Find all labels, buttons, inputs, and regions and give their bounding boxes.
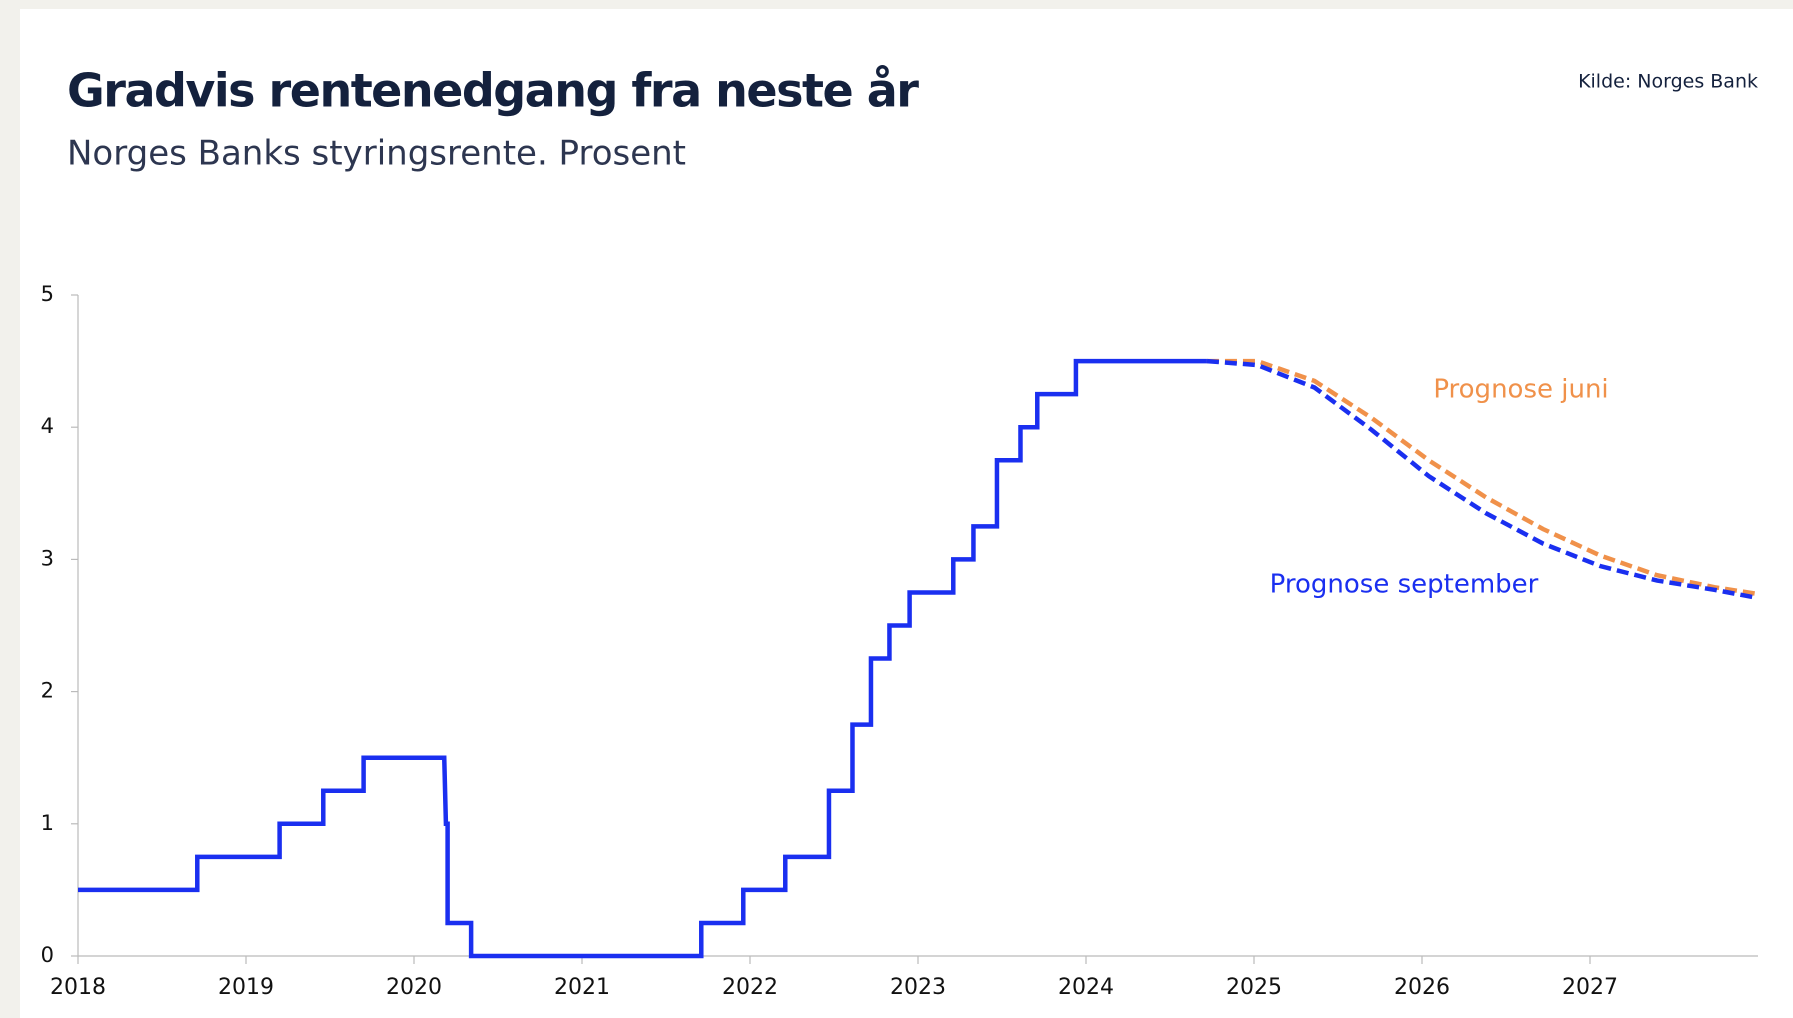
x-tick-label: 2021 [554, 975, 610, 1000]
x-tick-label: 2025 [1226, 975, 1282, 1000]
card [20, 9, 1793, 1018]
series-line [1206, 358, 1757, 600]
series-line [78, 358, 1207, 959]
chart-subtitle: Norges Banks styringsrente. Prosent [67, 134, 686, 174]
y-tick-label: 3 [41, 546, 54, 570]
x-tick-label: 2027 [1562, 975, 1618, 1000]
source: Kilde: Norges Bank [1578, 71, 1758, 93]
x-tick-label: 2023 [890, 975, 946, 1000]
series-label: Prognose september [1270, 570, 1539, 600]
y-tick-label: 4 [41, 414, 54, 438]
x-tick-label: 2018 [50, 975, 106, 1000]
series-line [1206, 358, 1757, 596]
y-tick-label: 2 [41, 679, 54, 703]
x-tick-label: 2024 [1058, 975, 1114, 1000]
y-tick-label: 5 [41, 282, 54, 306]
x-tick-label: 2020 [386, 975, 442, 1000]
x-tick-label: 2026 [1394, 975, 1450, 1000]
chart-title: Gradvis rentenedgang fra neste år [67, 64, 919, 118]
series-label: Prognose juni [1433, 375, 1608, 405]
y-tick-label: 1 [41, 811, 54, 835]
x-tick-label: 2022 [722, 975, 778, 1000]
x-tick-label: 2019 [218, 975, 274, 1000]
y-tick-label: 0 [41, 943, 54, 967]
